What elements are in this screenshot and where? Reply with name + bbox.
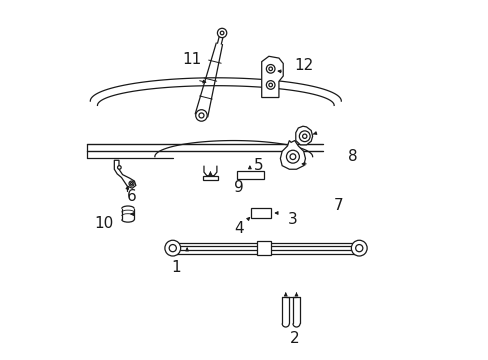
Circle shape: [268, 67, 272, 71]
Circle shape: [129, 181, 134, 186]
Text: 5: 5: [253, 158, 263, 173]
Text: 6: 6: [126, 189, 136, 204]
Circle shape: [299, 131, 309, 141]
Text: 11: 11: [182, 52, 201, 67]
Text: 8: 8: [348, 149, 357, 164]
Circle shape: [302, 134, 306, 138]
Polygon shape: [295, 126, 312, 145]
Bar: [250, 208, 270, 218]
Circle shape: [266, 81, 274, 89]
Circle shape: [169, 244, 176, 252]
Text: 9: 9: [234, 180, 244, 195]
Circle shape: [199, 113, 203, 118]
Bar: [236, 171, 263, 179]
Circle shape: [220, 31, 224, 35]
Polygon shape: [114, 160, 136, 188]
Polygon shape: [261, 56, 283, 98]
Circle shape: [195, 110, 207, 121]
Text: 1: 1: [171, 260, 181, 275]
Text: 12: 12: [294, 58, 313, 73]
Circle shape: [355, 244, 362, 252]
Text: 3: 3: [287, 212, 297, 227]
Circle shape: [217, 28, 226, 38]
Circle shape: [351, 240, 366, 256]
Circle shape: [130, 183, 132, 185]
Text: 7: 7: [333, 198, 343, 213]
Circle shape: [164, 240, 180, 256]
Text: 2: 2: [289, 331, 299, 346]
Text: 4: 4: [234, 221, 244, 236]
Polygon shape: [280, 140, 305, 169]
Circle shape: [289, 154, 295, 159]
Bar: [202, 176, 218, 180]
Text: 10: 10: [94, 216, 113, 230]
Circle shape: [266, 64, 274, 73]
Circle shape: [268, 83, 272, 87]
Circle shape: [286, 150, 299, 163]
Bar: [257, 241, 271, 255]
Circle shape: [117, 166, 121, 169]
Polygon shape: [203, 166, 217, 176]
